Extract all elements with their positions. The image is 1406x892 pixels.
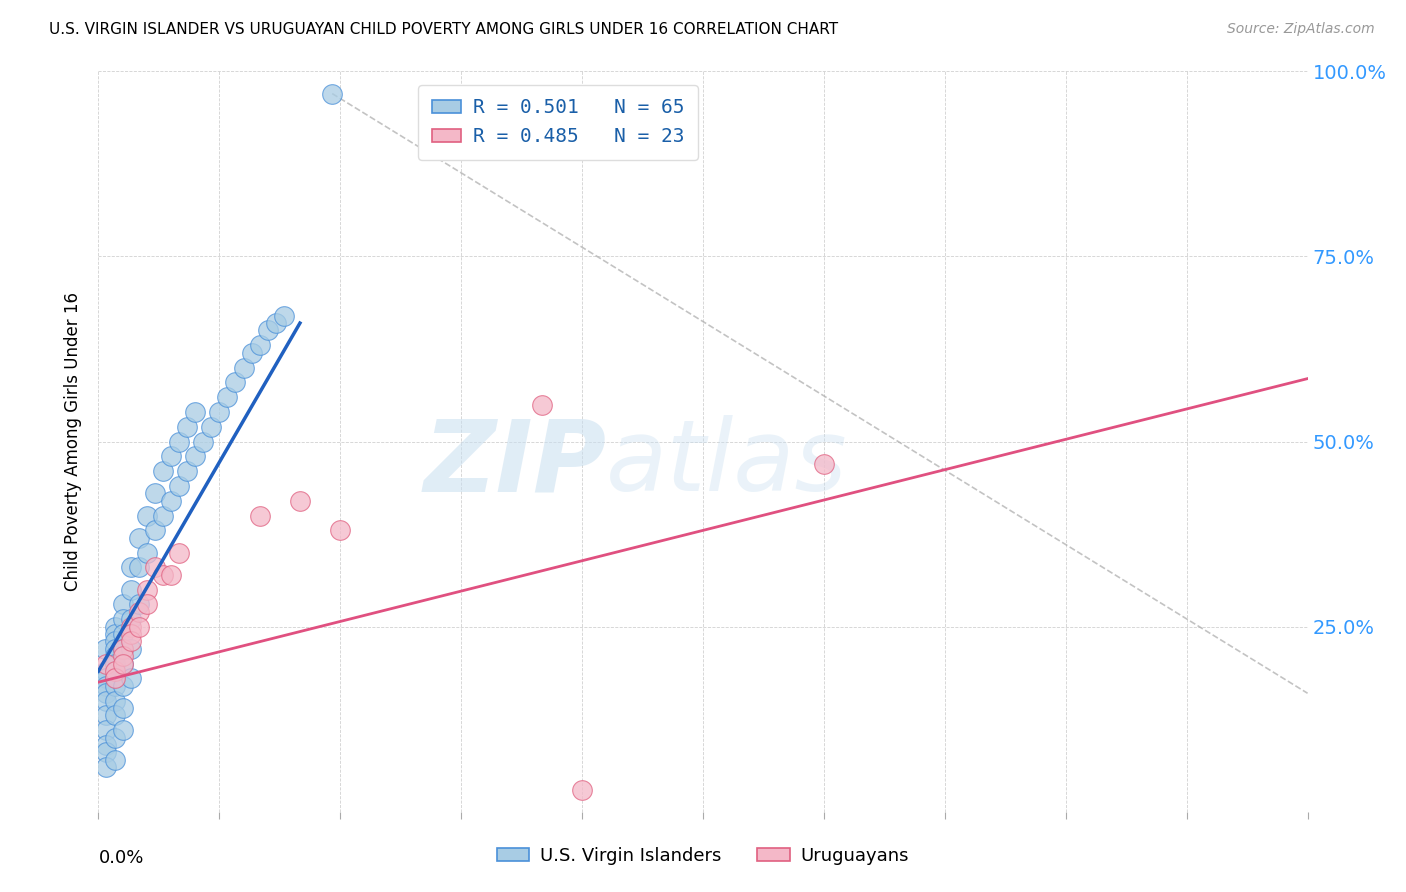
Point	[103, 657, 125, 671]
Point	[160, 567, 183, 582]
Point	[200, 419, 222, 434]
Point	[96, 679, 118, 693]
Point	[193, 434, 215, 449]
Point	[111, 649, 134, 664]
Point	[120, 634, 142, 648]
Point	[135, 546, 157, 560]
Point	[273, 309, 295, 323]
Point	[111, 679, 134, 693]
Point	[167, 479, 190, 493]
Point	[96, 723, 118, 738]
Point	[103, 672, 125, 686]
Point	[111, 657, 134, 671]
Point	[103, 708, 125, 723]
Point	[111, 641, 134, 656]
Point	[96, 760, 118, 774]
Point	[103, 731, 125, 745]
Point	[96, 657, 118, 671]
Point	[96, 664, 118, 678]
Point	[143, 560, 166, 574]
Point	[249, 508, 271, 523]
Point	[94, 641, 117, 656]
Text: ZIP: ZIP	[423, 416, 606, 512]
Point	[208, 405, 231, 419]
Point	[240, 345, 263, 359]
Point	[135, 582, 157, 597]
Point	[111, 657, 134, 671]
Point	[111, 612, 134, 626]
Point	[128, 560, 150, 574]
Point	[103, 664, 125, 678]
Text: U.S. VIRGIN ISLANDER VS URUGUAYAN CHILD POVERTY AMONG GIRLS UNDER 16 CORRELATION: U.S. VIRGIN ISLANDER VS URUGUAYAN CHILD …	[49, 22, 838, 37]
Point	[249, 338, 271, 352]
Point	[135, 598, 157, 612]
Point	[167, 434, 190, 449]
Point	[111, 723, 134, 738]
Point	[96, 694, 118, 708]
Legend: R = 0.501   N = 65, R = 0.485   N = 23: R = 0.501 N = 65, R = 0.485 N = 23	[418, 85, 697, 160]
Point	[128, 531, 150, 545]
Point	[96, 738, 118, 752]
Text: atlas: atlas	[606, 416, 848, 512]
Point	[120, 641, 142, 656]
Point	[288, 493, 311, 508]
Point	[103, 672, 125, 686]
Point	[176, 464, 198, 478]
Point	[530, 398, 553, 412]
Point	[571, 782, 593, 797]
Point	[184, 405, 207, 419]
Point	[120, 560, 142, 574]
Point	[152, 567, 174, 582]
Point	[128, 598, 150, 612]
Point	[103, 694, 125, 708]
Point	[96, 746, 118, 760]
Point	[96, 708, 118, 723]
Point	[103, 641, 125, 656]
Point	[111, 701, 134, 715]
Point	[217, 390, 239, 404]
Point	[264, 316, 287, 330]
Point	[120, 672, 142, 686]
Point	[103, 627, 125, 641]
Point	[120, 582, 142, 597]
Point	[143, 486, 166, 500]
Point	[152, 464, 174, 478]
Point	[103, 679, 125, 693]
Point	[176, 419, 198, 434]
Point	[111, 627, 134, 641]
Point	[184, 450, 207, 464]
Point	[120, 612, 142, 626]
Text: 0.0%: 0.0%	[98, 849, 143, 867]
Point	[103, 753, 125, 767]
Point	[111, 598, 134, 612]
Point	[103, 649, 125, 664]
Point	[96, 686, 118, 700]
Point	[96, 672, 118, 686]
Y-axis label: Child Poverty Among Girls Under 16: Child Poverty Among Girls Under 16	[65, 292, 83, 591]
Point	[120, 627, 142, 641]
Point	[120, 619, 142, 633]
Point	[111, 641, 134, 656]
Point	[135, 508, 157, 523]
Point	[160, 450, 183, 464]
Point	[813, 457, 835, 471]
Point	[256, 324, 278, 338]
Point	[103, 619, 125, 633]
Point	[232, 360, 254, 375]
Point	[128, 605, 150, 619]
Point	[128, 619, 150, 633]
Legend: U.S. Virgin Islanders, Uruguayans: U.S. Virgin Islanders, Uruguayans	[489, 840, 917, 872]
Point	[143, 524, 166, 538]
Point	[103, 634, 125, 648]
Point	[321, 87, 343, 101]
Point	[160, 493, 183, 508]
Point	[152, 508, 174, 523]
Point	[329, 524, 352, 538]
Point	[167, 546, 190, 560]
Text: Source: ZipAtlas.com: Source: ZipAtlas.com	[1227, 22, 1375, 37]
Point	[224, 376, 246, 390]
